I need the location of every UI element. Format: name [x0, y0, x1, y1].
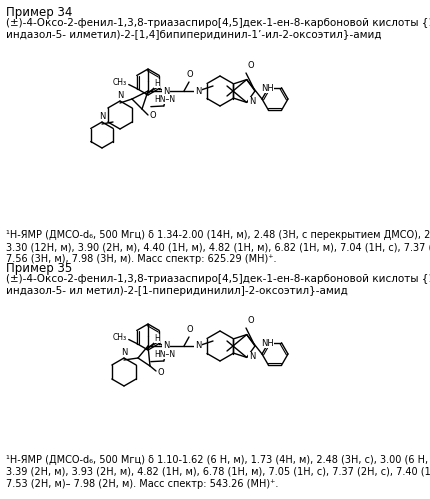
- Text: N: N: [194, 86, 201, 95]
- Text: N: N: [117, 91, 123, 100]
- Text: индазол-5- ил метил)-2-[1-пиперидинилил]-2-оксоэтил}-амид: индазол-5- ил метил)-2-[1-пиперидинилил]…: [6, 286, 347, 296]
- Text: Пример 35: Пример 35: [6, 262, 72, 275]
- Text: Пример 34: Пример 34: [6, 6, 72, 19]
- Text: ¹Н-ЯМР (ДМСО-d₆, 500 Мгц) δ 1.34-2.00 (14Н, м), 2.48 (3Н, с перекрытием ДМСО), 2: ¹Н-ЯМР (ДМСО-d₆, 500 Мгц) δ 1.34-2.00 (1…: [6, 230, 430, 240]
- Text: O: O: [186, 70, 193, 79]
- Text: (±)-4-Оксо-2-фенил-1,3,8-триазаспиро[4,5]дек-1-ен-8-карбоновой кислоты {1-(7-мет: (±)-4-Оксо-2-фенил-1,3,8-триазаспиро[4,5…: [6, 18, 430, 28]
- Text: CH₃: CH₃: [112, 333, 126, 342]
- Text: ¹Н-ЯМР (ДМСО-d₆, 500 Мгц) δ 1.10-1.62 (6 Н, м), 1.73 (4Н, м), 2.48 (3Н, с), 3.00: ¹Н-ЯМР (ДМСО-d₆, 500 Мгц) δ 1.10-1.62 (6…: [6, 455, 430, 465]
- Text: O: O: [186, 325, 193, 334]
- Text: N: N: [248, 352, 255, 361]
- Text: 7.53 (2Н, м)– 7.98 (2Н, м). Масс спектр: 543.26 (МН)⁺.: 7.53 (2Н, м)– 7.98 (2Н, м). Масс спектр:…: [6, 479, 278, 489]
- Text: (±)-4-Оксо-2-фенил-1,3,8-триазаспиро[4,5]дек-1-ен-8-карбоновой кислоты {1-(7-мет: (±)-4-Оксо-2-фенил-1,3,8-триазаспиро[4,5…: [6, 274, 430, 284]
- Text: O: O: [158, 368, 164, 377]
- Text: HN–N: HN–N: [154, 95, 175, 104]
- Text: 7.56 (3Н, м), 7.98 (3Н, м). Масс спектр: 625.29 (МН)⁺.: 7.56 (3Н, м), 7.98 (3Н, м). Масс спектр:…: [6, 254, 276, 264]
- Text: H: H: [154, 334, 160, 343]
- Text: N: N: [163, 341, 169, 350]
- Text: 3.30 (12Н, м), 3.90 (2Н, м), 4.40 (1Н, м), 4.82 (1Н, м), 6.82 (1Н, м), 7.04 (1Н,: 3.30 (12Н, м), 3.90 (2Н, м), 4.40 (1Н, м…: [6, 242, 430, 252]
- Text: N: N: [163, 86, 169, 95]
- Text: N: N: [194, 341, 201, 350]
- Text: HN–N: HN–N: [154, 350, 175, 359]
- Text: H: H: [154, 79, 160, 88]
- Text: 3.39 (2Н, м), 3.93 (2Н, м), 4.82 (1Н, м), 6.78 (1Н, м), 7.05 (1Н, с), 7.37 (2Н, : 3.39 (2Н, м), 3.93 (2Н, м), 4.82 (1Н, м)…: [6, 467, 430, 477]
- Text: O: O: [247, 61, 254, 70]
- Text: CH₃: CH₃: [112, 78, 126, 87]
- Text: N: N: [98, 112, 105, 121]
- Text: NH: NH: [261, 338, 273, 347]
- Text: O: O: [150, 111, 156, 120]
- Text: O: O: [247, 316, 254, 325]
- Text: индазол-5- илметил)-2-[1,4]бипиперидинил-1’-ил-2-оксоэтил}-амид: индазол-5- илметил)-2-[1,4]бипиперидинил…: [6, 30, 381, 40]
- Text: NH: NH: [261, 83, 273, 92]
- Text: N: N: [120, 348, 127, 357]
- Text: N: N: [248, 97, 255, 106]
